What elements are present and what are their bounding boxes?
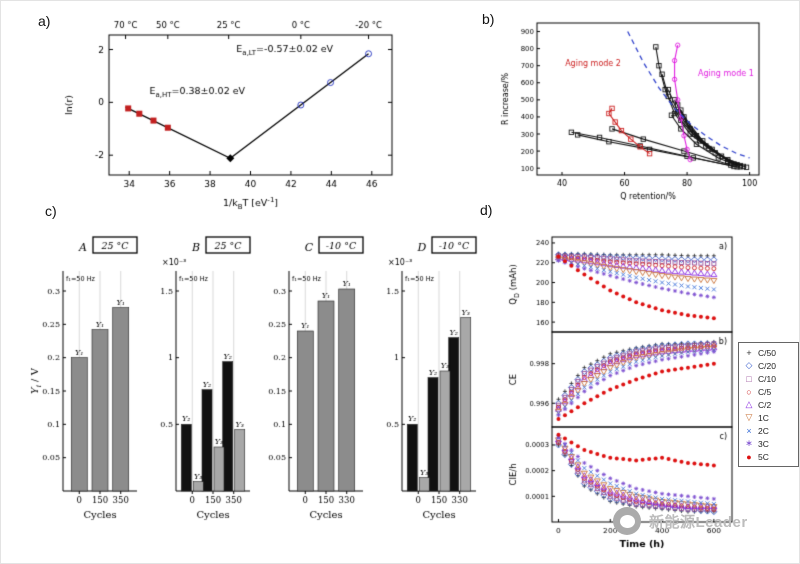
legend-label: C/10 [758, 373, 776, 384]
legend-item: ○ C/5 [744, 385, 796, 398]
rate-test-plots-canvas [506, 229, 738, 559]
legend-item: ◇ C/20 [744, 359, 796, 372]
legend-item: ● 5C [744, 450, 796, 463]
legend-label: 3C [758, 438, 769, 449]
legend-label: 5C [758, 451, 769, 462]
watermark-text: 新能源Leader [649, 513, 748, 531]
legend-item: △ C/2 [744, 398, 796, 411]
panel-d-label: d) [480, 202, 493, 218]
legend-marker-icon: ◇ [745, 360, 753, 370]
watermark-logo [613, 507, 641, 535]
legend-item: ∗ 3C [744, 437, 796, 450]
watermark: 新能源Leader [613, 507, 748, 535]
legend-label: C/5 [758, 386, 772, 397]
aging-modes-plot-canvas [499, 5, 771, 207]
legend-label: C/20 [758, 360, 776, 371]
legend-item: ▽ 1C [744, 411, 796, 424]
legend-marker-icon: ○ [746, 386, 752, 397]
legend-label: C/50 [758, 347, 776, 358]
legend-marker-icon: + [746, 347, 752, 358]
panel-a-label: a) [38, 13, 51, 29]
legend-marker-icon: × [746, 425, 752, 436]
legend-marker-icon: △ [745, 399, 753, 409]
panel-b-label: b) [482, 11, 495, 27]
legend-item: × 2C [744, 424, 796, 437]
legend-item: □ C/10 [744, 372, 796, 385]
panel-c-label: c) [45, 203, 57, 219]
legend-marker-icon: ∗ [745, 438, 753, 448]
legend-label: 2C [758, 425, 769, 436]
legend-item: + C/50 [744, 346, 796, 359]
overpotential-bar-charts-canvas [29, 227, 481, 537]
legend-marker-icon: ● [746, 451, 752, 462]
legend-label: C/2 [758, 399, 772, 410]
rate-legend: + C/50 ◇ C/20 □ C/10 ○ C/5 △ C/2 ▽ 1C × 2C ∗ 3C ● 5C [738, 342, 799, 467]
legend-marker-icon: □ [746, 373, 752, 384]
arrhenius-plot-canvas [59, 5, 404, 215]
legend-label: 1C [758, 412, 769, 423]
legend-marker-icon: ▽ [745, 412, 753, 422]
